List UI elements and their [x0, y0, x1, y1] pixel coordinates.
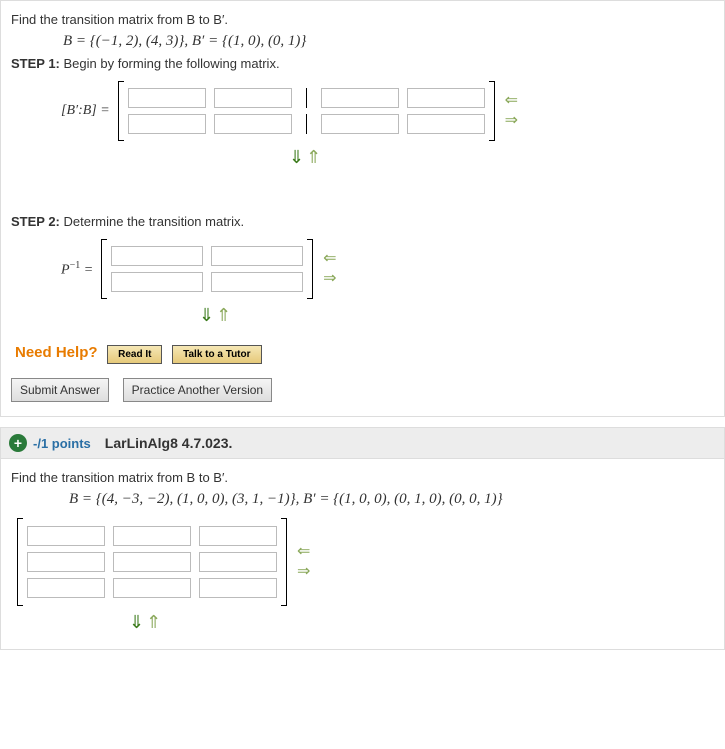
- equation-text: B = {(−1, 2), (4, 3)}, B′ = {(1, 0), (0,…: [63, 33, 306, 49]
- arrow-right-icon[interactable]: ⇒: [323, 271, 336, 287]
- matrix-cell[interactable]: [214, 114, 292, 134]
- matrix-p-row: P−1 = ⇐ ⇒: [61, 239, 716, 299]
- arrow-down-icon[interactable]: ⇓: [199, 305, 214, 325]
- matrix-cell[interactable]: [128, 88, 206, 108]
- matrix-cell[interactable]: [321, 114, 399, 134]
- matrix-cell[interactable]: [113, 526, 191, 546]
- matrix-cell[interactable]: [27, 552, 105, 572]
- matrix-cell[interactable]: [199, 578, 277, 598]
- row-arrows: ⇐ ⇒: [323, 251, 336, 287]
- matrix-bb-grid: [124, 84, 489, 138]
- problem-1-panel: Find the transition matrix from B to B′.…: [0, 0, 725, 417]
- matrix-cell[interactable]: [113, 578, 191, 598]
- read-it-button[interactable]: Read It: [107, 345, 162, 364]
- points-label: -/1 points: [33, 436, 91, 451]
- step-1-text: Begin by forming the following matrix.: [64, 56, 280, 71]
- matrix-cell[interactable]: [111, 246, 203, 266]
- bracket-right: [307, 239, 313, 299]
- label-p: P−1 =: [61, 260, 101, 279]
- matrix-row-2: [27, 552, 277, 572]
- matrix-cell[interactable]: [199, 552, 277, 572]
- arrow-left-icon[interactable]: ⇐: [505, 93, 518, 109]
- points-text: -/1 points: [33, 436, 91, 451]
- matrix-separator: [306, 88, 307, 108]
- practice-another-button[interactable]: Practice Another Version: [123, 378, 272, 402]
- matrix-cell[interactable]: [407, 114, 485, 134]
- step-2-label: STEP 2: Determine the transition matrix.: [11, 214, 716, 229]
- arrow-left-icon[interactable]: ⇐: [323, 251, 336, 267]
- step-1-label: STEP 1: Begin by forming the following m…: [11, 56, 716, 71]
- matrix-p-grid: [107, 242, 307, 296]
- matrix-cell[interactable]: [27, 526, 105, 546]
- matrix3-grid: [23, 522, 281, 602]
- matrix-row-2: [128, 114, 485, 134]
- arrow-right-icon[interactable]: ⇒: [297, 564, 310, 580]
- matrix-separator: [306, 114, 307, 134]
- matrix-bb-row: [B′:B] = ⇐ ⇒: [61, 81, 716, 141]
- talk-tutor-button[interactable]: Talk to a Tutor: [172, 345, 261, 364]
- problem-2-panel: Find the transition matrix from B to B′.…: [0, 458, 725, 650]
- col-arrows-3: ⇓⇑: [129, 612, 716, 633]
- problem-2-header: + -/1 points LarLinAlg8 4.7.023.: [0, 427, 725, 458]
- col-arrows-2: ⇓⇑: [199, 305, 716, 326]
- matrix-cell[interactable]: [321, 88, 399, 108]
- matrix-cell[interactable]: [111, 272, 203, 292]
- matrix-cell[interactable]: [128, 114, 206, 134]
- bracket-right: [281, 518, 287, 606]
- matrix3-row: ⇐ ⇒: [17, 518, 716, 606]
- matrix-row-1: [27, 526, 277, 546]
- matrix-cell[interactable]: [211, 272, 303, 292]
- matrix-cell[interactable]: [211, 246, 303, 266]
- step-1-b: STEP 1:: [11, 56, 60, 71]
- col-arrows: ⇓⇑: [289, 147, 716, 168]
- need-help-label: Need Help?: [15, 344, 98, 361]
- equation-text-2: B = {(4, −3, −2), (1, 0, 0), (3, 1, −1)}…: [69, 491, 503, 507]
- problem-1-equation: B = {(−1, 2), (4, 3)}, B′ = {(1, 0), (0,…: [63, 33, 716, 50]
- label-bb: [B′:B] =: [61, 103, 118, 119]
- arrow-up-icon[interactable]: ⇑: [216, 305, 231, 325]
- problem-1-intro: Find the transition matrix from B to B′.: [11, 11, 716, 29]
- step-2-text: Determine the transition matrix.: [64, 214, 245, 229]
- matrix-cell[interactable]: [199, 526, 277, 546]
- problem-2-equation: B = {(4, −3, −2), (1, 0, 0), (3, 1, −1)}…: [69, 491, 716, 508]
- problem-2-intro: Find the transition matrix from B to B′.: [11, 469, 716, 487]
- matrix-row-1: [128, 88, 485, 108]
- arrow-right-icon[interactable]: ⇒: [505, 113, 518, 129]
- row-arrows-3: ⇐ ⇒: [297, 544, 310, 580]
- book-ref: LarLinAlg8 4.7.023.: [105, 435, 233, 451]
- matrix-cell[interactable]: [113, 552, 191, 572]
- button-row: Submit Answer Practice Another Version: [11, 378, 716, 402]
- arrow-down-icon[interactable]: ⇓: [129, 612, 144, 632]
- label-p-exp: −1: [70, 260, 81, 271]
- intro-text-2: Find the transition matrix from B to B′.: [11, 470, 228, 485]
- arrow-down-icon[interactable]: ⇓: [289, 147, 304, 167]
- matrix-row-1: [111, 246, 303, 266]
- row-arrows: ⇐ ⇒: [505, 93, 518, 129]
- matrix-row-3: [27, 578, 277, 598]
- help-row: Need Help? Read It Talk to a Tutor: [15, 344, 716, 364]
- label-p-eq: =: [80, 263, 93, 278]
- arrow-up-icon[interactable]: ⇑: [146, 612, 161, 632]
- arrow-up-icon[interactable]: ⇑: [306, 147, 321, 167]
- expand-icon[interactable]: +: [9, 434, 27, 452]
- arrow-left-icon[interactable]: ⇐: [297, 544, 310, 560]
- intro-text: Find the transition matrix from B to B′.: [11, 12, 228, 27]
- submit-answer-button[interactable]: Submit Answer: [11, 378, 109, 402]
- matrix-cell[interactable]: [214, 88, 292, 108]
- step-2-b: STEP 2:: [11, 214, 60, 229]
- label-p-var: P: [61, 263, 70, 278]
- bracket-right: [489, 81, 495, 141]
- matrix-cell[interactable]: [407, 88, 485, 108]
- matrix-row-2: [111, 272, 303, 292]
- matrix-cell[interactable]: [27, 578, 105, 598]
